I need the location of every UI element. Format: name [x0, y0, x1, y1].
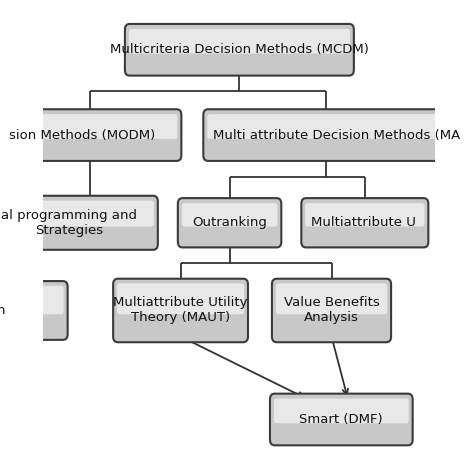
- FancyBboxPatch shape: [274, 399, 409, 423]
- FancyBboxPatch shape: [125, 24, 354, 76]
- FancyBboxPatch shape: [203, 109, 448, 161]
- FancyBboxPatch shape: [207, 114, 444, 139]
- FancyBboxPatch shape: [117, 283, 244, 314]
- FancyBboxPatch shape: [0, 286, 64, 314]
- FancyBboxPatch shape: [113, 279, 248, 342]
- FancyBboxPatch shape: [182, 203, 277, 227]
- Text: al programming and
Strategies: al programming and Strategies: [1, 209, 137, 237]
- FancyBboxPatch shape: [0, 281, 68, 340]
- Text: sion Methods (MODM): sion Methods (MODM): [9, 128, 155, 142]
- FancyBboxPatch shape: [0, 201, 154, 227]
- Text: Smart (DMF): Smart (DMF): [300, 413, 383, 426]
- FancyBboxPatch shape: [0, 196, 158, 250]
- Text: Multiattribute U: Multiattribute U: [311, 216, 416, 229]
- FancyBboxPatch shape: [272, 279, 391, 342]
- FancyBboxPatch shape: [0, 109, 182, 161]
- FancyBboxPatch shape: [129, 29, 350, 54]
- FancyBboxPatch shape: [178, 198, 282, 247]
- FancyBboxPatch shape: [301, 198, 428, 247]
- FancyBboxPatch shape: [276, 283, 387, 314]
- FancyBboxPatch shape: [305, 203, 424, 227]
- FancyBboxPatch shape: [270, 393, 413, 446]
- Text: Outranking: Outranking: [192, 216, 267, 229]
- Text: Multiattribute Utility
Theory (MAUT): Multiattribute Utility Theory (MAUT): [113, 296, 248, 325]
- Text: Multi attribute Decision Methods (MA: Multi attribute Decision Methods (MA: [213, 128, 460, 142]
- Text: Multicriteria Decision Methods (MCDM): Multicriteria Decision Methods (MCDM): [110, 43, 369, 56]
- FancyBboxPatch shape: [3, 114, 177, 139]
- Text: Value Benefits
Analysis: Value Benefits Analysis: [283, 296, 379, 325]
- Text: n: n: [0, 304, 6, 317]
